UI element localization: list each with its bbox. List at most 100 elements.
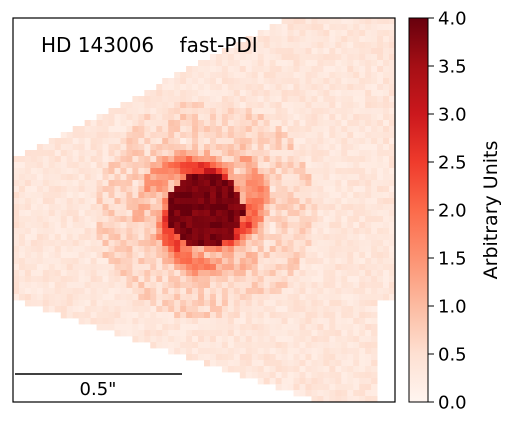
image-pixel — [180, 324, 187, 331]
image-pixel — [156, 222, 163, 229]
image-pixel — [227, 234, 235, 241]
image-pixel — [204, 78, 211, 85]
image-pixel — [186, 354, 193, 361]
image-pixel — [275, 276, 282, 283]
image-pixel — [168, 120, 175, 127]
image-pixel — [215, 240, 223, 247]
image-pixel — [221, 366, 229, 373]
image-pixel — [78, 282, 86, 289]
image-pixel — [72, 246, 80, 253]
image-pixel — [90, 120, 97, 127]
image-pixel — [24, 180, 32, 187]
image-pixel — [281, 78, 288, 85]
image-pixel — [299, 174, 306, 181]
image-pixel — [383, 204, 390, 211]
image-pixel — [359, 372, 366, 379]
image-pixel — [365, 120, 372, 127]
image-pixel — [365, 366, 372, 373]
image-pixel — [299, 258, 306, 265]
image-pixel — [335, 378, 342, 385]
image-pixel — [84, 288, 91, 295]
image-pixel — [168, 126, 175, 133]
image-pixel — [377, 36, 384, 43]
image-pixel — [287, 234, 294, 241]
image-pixel — [192, 84, 199, 91]
image-pixel — [305, 204, 312, 211]
image-pixel — [281, 42, 288, 49]
image-pixel — [72, 192, 80, 199]
image-pixel — [299, 312, 306, 319]
image-pixel — [251, 186, 259, 193]
image-pixel — [60, 216, 68, 223]
image-pixel — [251, 60, 259, 67]
image-pixel — [221, 300, 229, 307]
image-pixel — [66, 210, 74, 217]
image-pixel — [192, 90, 199, 97]
image-pixel — [24, 282, 32, 289]
image-pixel — [257, 234, 265, 241]
image-pixel — [156, 240, 163, 247]
image-pixel — [383, 168, 390, 175]
image-pixel — [347, 156, 354, 163]
image-pixel — [227, 360, 235, 367]
image-pixel — [305, 30, 312, 37]
image-pixel — [311, 348, 318, 355]
image-pixel — [221, 120, 229, 127]
image-pixel — [359, 306, 366, 313]
image-pixel — [323, 276, 330, 283]
image-pixel — [221, 180, 229, 187]
image-pixel — [24, 162, 32, 169]
image-pixel — [371, 390, 378, 397]
image-pixel — [257, 354, 265, 361]
image-pixel — [150, 144, 157, 151]
image-pixel — [269, 306, 277, 313]
image-pixel — [209, 246, 217, 253]
image-pixel — [192, 168, 199, 175]
image-pixel — [353, 384, 360, 391]
image-pixel — [389, 48, 395, 55]
image-pixel — [30, 282, 38, 289]
image-pixel — [162, 228, 169, 235]
image-pixel — [221, 132, 229, 139]
image-pixel — [233, 270, 241, 277]
image-pixel — [96, 216, 103, 223]
image-pixel — [239, 114, 247, 121]
image-pixel — [174, 180, 181, 187]
image-pixel — [204, 102, 211, 109]
image-pixel — [78, 312, 86, 319]
image-pixel — [335, 252, 342, 259]
image-pixel — [204, 330, 211, 337]
image-pixel — [245, 354, 253, 361]
image-pixel — [198, 66, 205, 73]
image-pixel — [389, 144, 395, 151]
colorbar-tick-label: 1.0 — [438, 297, 467, 318]
image-pixel — [54, 216, 62, 223]
image-pixel — [198, 162, 205, 169]
image-pixel — [251, 222, 259, 229]
image-pixel — [281, 102, 288, 109]
image-pixel — [144, 222, 151, 229]
image-pixel — [353, 90, 360, 97]
image-pixel — [186, 198, 193, 205]
image-pixel — [347, 174, 354, 181]
image-pixel — [335, 240, 342, 247]
image-pixel — [341, 48, 348, 55]
image-pixel — [389, 282, 395, 289]
image-pixel — [84, 180, 91, 187]
image-pixel — [108, 234, 115, 241]
image-pixel — [317, 48, 324, 55]
image-pixel — [287, 192, 294, 199]
image-pixel — [353, 114, 360, 121]
image-pixel — [287, 78, 294, 85]
image-pixel — [84, 120, 91, 127]
image-pixel — [221, 252, 229, 259]
image-pixel — [192, 234, 199, 241]
image-pixel — [371, 54, 378, 61]
image-pixel — [365, 180, 372, 187]
chart-title: HD 143006 fast-PDI — [41, 33, 258, 57]
image-pixel — [24, 222, 32, 229]
image-pixel — [377, 282, 384, 289]
image-pixel — [347, 162, 354, 169]
image-pixel — [329, 18, 336, 25]
